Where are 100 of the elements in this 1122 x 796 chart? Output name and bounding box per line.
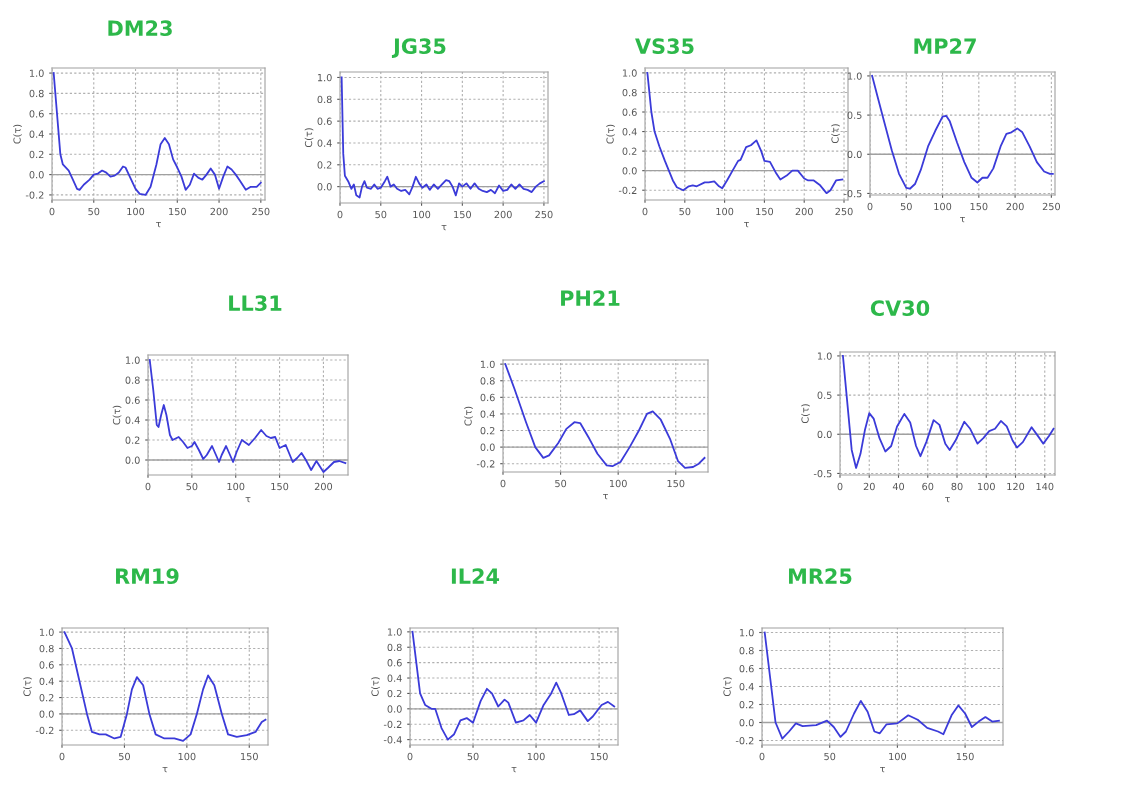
x-axis-title: τ [960, 216, 965, 223]
x-tick-label: 0 [59, 752, 65, 761]
x-axis-title: τ [945, 496, 950, 503]
y-tick-label: -0.2 [735, 736, 754, 745]
y-tick-label: 0.0 [480, 443, 495, 451]
x-tick-label: 50 [900, 202, 912, 211]
line-series [340, 76, 545, 199]
x-tick-label: 120 [1007, 482, 1025, 491]
y-tick-label: 0.8 [125, 376, 140, 384]
x-tick-label: 100 [716, 207, 734, 216]
x-tick-label: 20 [863, 482, 875, 491]
x-tick-label: 50 [118, 752, 130, 761]
y-tick-label: 0.4 [125, 416, 140, 424]
y-axis-title: C(τ) [13, 124, 22, 144]
x-tick-label: 0 [759, 752, 765, 761]
y-tick-label: 0.0 [622, 167, 637, 175]
y-tick-label: 0.5 [847, 111, 862, 119]
y-tick-label: 0.8 [29, 89, 44, 98]
y-tick-label: 1.0 [125, 356, 140, 364]
x-tick-label: 50 [88, 207, 100, 216]
line-series [871, 75, 1054, 190]
x-tick-label: 150 [970, 202, 988, 211]
y-tick-label: 0.6 [29, 110, 44, 118]
y-tick-label: 1.0 [817, 352, 832, 360]
x-tick-label: 200 [210, 207, 228, 216]
y-tick-label: -0.5 [843, 189, 862, 198]
x-axis-title: τ [603, 493, 608, 500]
y-tick-label: 0.4 [480, 410, 495, 418]
x-tick-label: 200 [314, 482, 333, 491]
y-tick-label: 0.4 [739, 682, 754, 691]
line-series [646, 71, 844, 195]
x-tick-label: 140 [1036, 482, 1054, 491]
y-axis-title: C(τ) [371, 677, 380, 697]
x-tick-label: 40 [892, 482, 905, 491]
x-tick-label: 200 [494, 210, 512, 219]
line-series [52, 72, 262, 196]
x-tick-label: 150 [169, 207, 186, 216]
y-tick-label: 0.6 [125, 396, 140, 404]
x-tick-label: 250 [835, 207, 853, 216]
y-tick-label: 0.2 [387, 689, 402, 698]
x-tick-label: 200 [795, 207, 813, 216]
y-tick-label: 0.8 [622, 88, 637, 97]
y-tick-label: 0.4 [29, 130, 44, 138]
x-axis-title: τ [744, 221, 749, 228]
y-tick-label: 1.0 [29, 69, 44, 77]
x-axis-title: τ [880, 766, 885, 773]
y-tick-label: -0.2 [383, 720, 402, 729]
y-tick-label: -0.2 [618, 186, 637, 195]
line-series [504, 363, 706, 469]
x-tick-label: 150 [454, 210, 471, 219]
y-tick-label: 0.0 [387, 705, 402, 713]
chart-title: CV30 [870, 300, 930, 317]
x-tick-label: 0 [145, 482, 151, 491]
chart-title: MR25 [789, 568, 852, 585]
y-axis-title: C(τ) [304, 128, 314, 148]
y-tick-label: 0.6 [387, 659, 402, 667]
line-series [63, 631, 267, 742]
y-tick-label: 0.6 [739, 664, 754, 673]
y-tick-label: -0.2 [35, 726, 54, 735]
chart-title: VS35 [635, 38, 694, 55]
chart-title: LL31 [229, 295, 282, 312]
y-tick-label: 0.2 [39, 694, 54, 702]
y-tick-label: 0.8 [739, 646, 754, 655]
y-tick-label: 0.4 [317, 139, 332, 147]
x-tick-label: 100 [127, 207, 145, 216]
x-axis-title: τ [511, 766, 517, 773]
x-tick-label: 50 [824, 752, 836, 761]
y-tick-label: 0.0 [125, 456, 140, 464]
y-tick-label: -0.5 [813, 469, 832, 478]
y-tick-label: 1.0 [847, 72, 862, 80]
x-tick-label: 50 [375, 210, 387, 219]
x-tick-label: 0 [500, 479, 506, 488]
y-axis-title: C(τ) [464, 406, 473, 426]
x-tick-label: 100 [227, 482, 245, 491]
y-tick-label: -0.4 [383, 736, 402, 744]
y-tick-label: 0.8 [480, 377, 495, 385]
x-tick-label: 100 [413, 210, 431, 219]
y-axis-title: C(τ) [112, 405, 122, 425]
y-tick-label: -0.2 [25, 191, 44, 199]
y-tick-label: 0.8 [387, 643, 402, 652]
y-tick-label: 0.4 [622, 128, 637, 136]
x-tick-label: 100 [178, 752, 196, 761]
y-tick-label: 0.4 [387, 674, 402, 682]
x-tick-label: 50 [467, 752, 479, 761]
x-tick-label: 0 [642, 207, 648, 216]
x-tick-label: 200 [1006, 202, 1024, 211]
x-tick-label: 0 [837, 482, 843, 491]
chart-title: JG35 [391, 38, 446, 58]
y-tick-label: 0.2 [29, 150, 44, 159]
y-axis-title: C(τ) [831, 124, 840, 144]
x-tick-label: 100 [889, 752, 907, 761]
y-axis-title: C(τ) [606, 124, 615, 144]
y-tick-label: 0.0 [39, 710, 54, 718]
y-tick-label: -0.2 [476, 460, 495, 468]
y-tick-label: 0.2 [622, 147, 637, 155]
x-tick-label: 50 [679, 207, 691, 216]
x-tick-label: 150 [241, 752, 258, 761]
x-axis-title: τ [245, 496, 251, 503]
x-axis-title: τ [162, 766, 168, 773]
x-tick-label: 250 [252, 207, 270, 216]
